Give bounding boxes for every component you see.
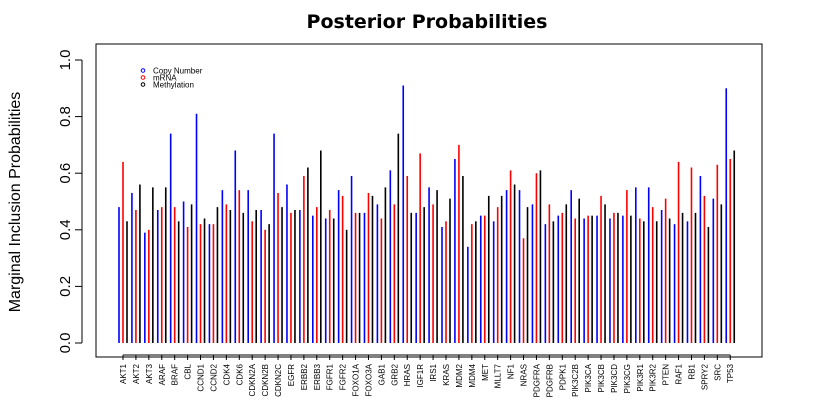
legend-marker: [140, 82, 146, 87]
x-tick-label: TP53: [726, 363, 735, 383]
x-tick-label: IGF1R: [416, 364, 425, 388]
x-tick-label: ERBB2: [300, 363, 309, 390]
x-tick-label: CCND1: [197, 363, 206, 391]
y-axis-label: Marginal Inclusion Probabilities: [7, 92, 24, 313]
x-tick-label: PIK3CB: [597, 364, 606, 392]
y-tick-label: 0.8: [57, 106, 74, 127]
y-tick-label: 0.2: [57, 276, 74, 297]
x-tick-label: MDM2: [455, 363, 464, 387]
x-tick-label: AKT1: [119, 363, 128, 384]
x-tick-label: ERBB3: [313, 363, 322, 390]
x-tick-label: GAB1: [377, 363, 386, 385]
legend-label: Copy Number: [153, 67, 203, 76]
y-tick-label: 0.6: [57, 163, 74, 184]
x-tick-label: PDGFRB: [545, 364, 554, 397]
x-tick-label: AKT2: [132, 363, 141, 384]
x-tick-label: SPRY2: [700, 363, 709, 390]
x-tick-label: NRAS: [520, 364, 529, 386]
x-tick-label: PIK3R1: [636, 363, 645, 391]
x-tick-label: BRAF: [171, 364, 180, 385]
x-tick-label: CBL: [184, 363, 193, 379]
x-tick-label: CCND2: [209, 363, 218, 391]
x-tick-label: PDGFRA: [532, 363, 541, 397]
y-axis: 0.0 0.2 0.4 0.6 0.8 1.0: [57, 50, 83, 354]
x-tick-label: NF1: [507, 363, 516, 379]
x-tick-label: MLLT7: [494, 363, 503, 388]
x-tick-label: PDPK1: [558, 363, 567, 390]
x-tick-label: KRAS: [442, 364, 451, 386]
x-tick-label: MDM4: [468, 363, 477, 387]
x-tick-label: FOXO1A: [352, 363, 361, 396]
bars-group: [118, 85, 736, 343]
x-tick-label: PIK3R2: [649, 363, 658, 391]
x-tick-label: ARAF: [158, 364, 167, 385]
x-tick-label: CDKN2C: [274, 364, 283, 397]
x-tick-label: PIK3C2B: [571, 364, 580, 397]
x-tick-label: AKT3: [145, 363, 154, 384]
x-tick-label: EGFR: [287, 364, 296, 386]
legend-label: mRNA: [153, 74, 177, 83]
x-tick-label: RB1: [687, 363, 696, 379]
plot-area-frame: [95, 43, 763, 358]
x-tick-label: PTEN: [662, 364, 671, 386]
x-tick-label: CDKN2A: [248, 363, 257, 396]
x-axis: AKT1 AKT2 AKT3 ARAF BRAF CBL CCND1 CCND2 CDK4 CDK…: [119, 354, 735, 397]
x-tick-label: IRS1: [429, 363, 438, 381]
x-tick-label: CDK4: [222, 363, 231, 385]
x-tick-label: CDK6: [235, 363, 244, 385]
legend-label: Methylation: [153, 81, 194, 90]
y-tick-label: 1.0: [57, 50, 74, 71]
x-tick-label: RAF1: [675, 363, 684, 384]
x-tick-label: CDKN2B: [261, 364, 270, 396]
legend-marker: [140, 75, 146, 80]
x-tick-label: PIK3CG: [623, 364, 632, 393]
x-tick-label: HRAS: [403, 364, 412, 386]
x-tick-label: PIK3CD: [610, 364, 619, 393]
legend-marker: [140, 68, 146, 73]
y-tick-label: 0.0: [57, 333, 74, 354]
x-tick-label: PIK3CA: [584, 363, 593, 392]
x-tick-label: FOXO3A: [364, 363, 373, 396]
x-tick-label: FGFR1: [326, 363, 335, 390]
x-tick-label: MET: [481, 364, 490, 381]
chart-title: Posterior Probabilities: [307, 11, 548, 33]
x-tick-label: GRB2: [390, 363, 399, 385]
x-tick-label: SRC: [713, 364, 722, 381]
x-tick-label: FGFR2: [339, 363, 348, 390]
y-tick-label: 0.4: [57, 219, 74, 240]
